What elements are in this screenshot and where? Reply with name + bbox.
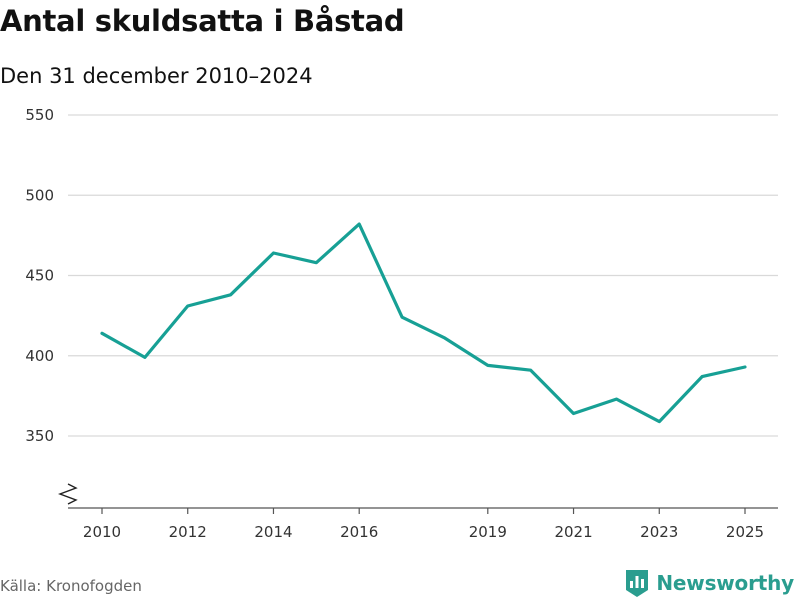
x-tick-label: 2019 [469,523,507,541]
brand-logo: Newsworthy [624,568,794,598]
y-tick-label: 350 [25,427,54,445]
chart-subtitle: Den 31 december 2010–2024 [0,64,313,88]
x-tick-label: 2012 [169,523,207,541]
x-tick-label: 2014 [254,523,292,541]
x-tick-label: 2023 [640,523,678,541]
x-tick-label: 2010 [83,523,121,541]
series-line [100,222,747,424]
chart-title: Antal skuldsatta i Båstad [0,4,405,38]
bar-chart-shield-icon [626,570,649,597]
axis-break-icon [58,483,78,505]
brand-name: Newsworthy [656,571,794,595]
y-tick-label: 400 [25,347,54,365]
x-tick-label: 2025 [726,523,764,541]
source-note: Källa: Kronofogden [0,577,142,595]
y-tick-label: 500 [25,186,54,204]
x-tick-label: 2016 [340,523,378,541]
y-tick-label: 450 [25,267,54,285]
x-tick-label: 2021 [554,523,592,541]
y-tick-label: 550 [25,106,54,124]
